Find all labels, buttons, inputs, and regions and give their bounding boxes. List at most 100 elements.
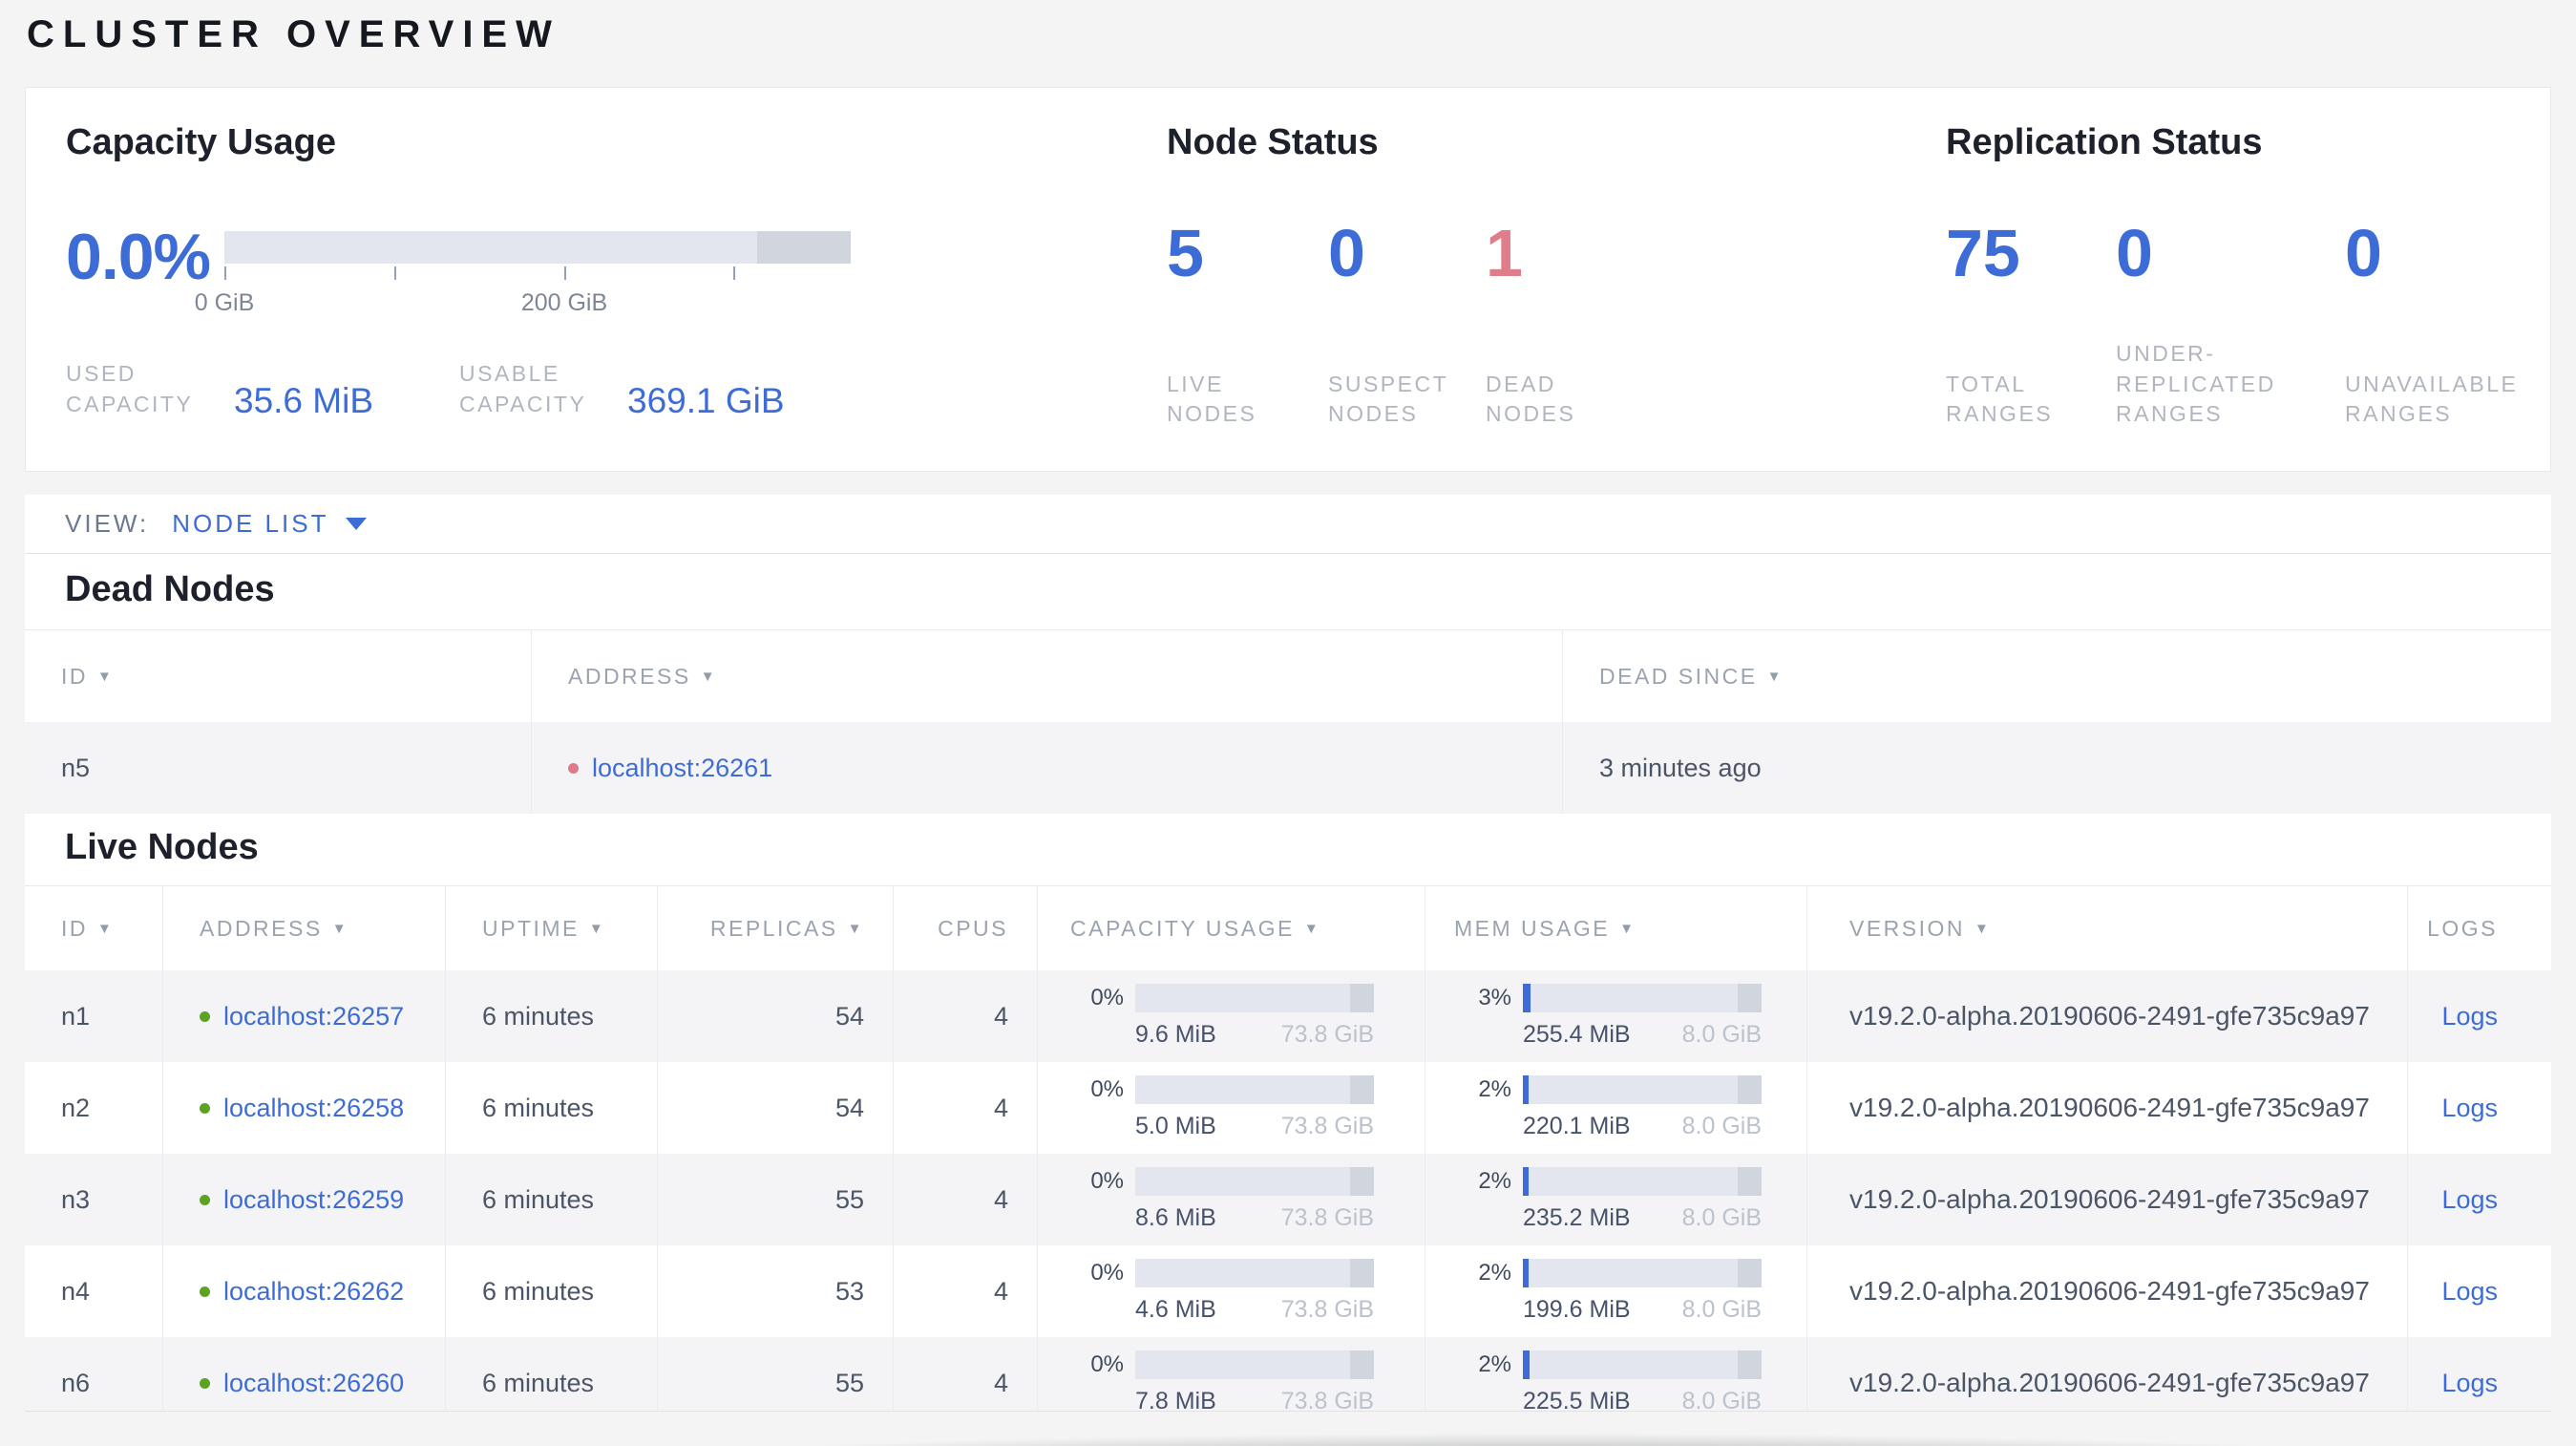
mem-bar-track	[1523, 1167, 1762, 1196]
live-node-row: n1 localhost:26257 6 minutes 54 4 0% 9.6…	[25, 970, 2551, 1062]
view-dropdown[interactable]: NODE LIST	[172, 509, 368, 539]
mem-percent: 2%	[1478, 1260, 1511, 1286]
node-version: v19.2.0-alpha.20190606-2491-gfe735c9a97	[1807, 1337, 2408, 1411]
node-replicas: 54	[658, 1062, 894, 1154]
capacity-percent: 0%	[1090, 1168, 1124, 1194]
live-node-row: n4 localhost:26262 6 minutes 53 4 0% 4.6…	[25, 1245, 2551, 1337]
node-uptime: 6 minutes	[446, 1062, 658, 1154]
column-header-version[interactable]: VERSION ▼	[1807, 886, 2408, 970]
mem-bar-fill	[1523, 1075, 1530, 1104]
unavailable-ranges-count: 0	[2345, 216, 2382, 290]
mem-bar-fill	[1523, 1259, 1530, 1287]
axis-tick	[224, 266, 226, 280]
column-header-id[interactable]: ID ▼	[25, 886, 163, 970]
capacity-bar-track	[1135, 1075, 1374, 1104]
sort-desc-icon: ▼	[97, 668, 115, 685]
node-capacity-usage-cell: 0% 9.6 MiB 73.8 GiB	[1038, 970, 1425, 1062]
axis-tick-label: 0 GiB	[194, 289, 255, 316]
mem-percent: 2%	[1478, 1168, 1511, 1194]
node-version: v19.2.0-alpha.20190606-2491-gfe735c9a97	[1807, 970, 2408, 1062]
logs-link[interactable]: Logs	[2441, 1368, 2498, 1397]
capacity-percent: 0%	[1090, 1076, 1124, 1102]
node-capacity-usage-cell: 0% 8.6 MiB 73.8 GiB	[1038, 1154, 1425, 1245]
sort-desc-icon: ▼	[1974, 920, 1992, 937]
capacity-bar-track	[224, 231, 851, 264]
node-id: n3	[25, 1154, 163, 1245]
dead-status-dot-icon	[568, 762, 579, 774]
column-header-address[interactable]: ADDRESS ▼	[163, 886, 446, 970]
live-status-dot-icon	[200, 1010, 210, 1022]
capacity-stats: USED CAPACITY 35.6 MiB USABLE CAPACITY 3…	[66, 359, 785, 420]
sort-desc-icon: ▼	[1766, 668, 1784, 685]
node-logs-cell: Logs	[2408, 970, 2551, 1062]
node-version: v19.2.0-alpha.20190606-2491-gfe735c9a97	[1807, 1245, 2408, 1337]
axis-tick-label: 200 GiB	[520, 289, 608, 316]
live-nodes-table: ID ▼ ADDRESS ▼ UPTIME ▼ REPLICAS ▼ CPUS	[25, 885, 2551, 1412]
capacity-total-value: 73.8 GiB	[1280, 1388, 1374, 1412]
mem-bar-track	[1523, 1075, 1762, 1104]
node-mem-usage-cell: 2% 220.1 MiB 8.0 GiB	[1425, 1062, 1807, 1154]
node-logs-cell: Logs	[2408, 1062, 2551, 1154]
node-address-cell: localhost:26260	[163, 1337, 446, 1411]
column-header-dead-since[interactable]: DEAD SINCE ▼	[1599, 663, 1784, 689]
live-status-dot-icon	[200, 1102, 210, 1114]
column-header-capacity-usage[interactable]: CAPACITY USAGE ▼	[1038, 886, 1425, 970]
sort-desc-icon: ▼	[331, 920, 349, 937]
node-capacity-usage-cell: 0% 4.6 MiB 73.8 GiB	[1038, 1245, 1425, 1337]
capacity-usage-bar: 0 GiB 200 GiB	[195, 231, 851, 316]
node-id: n4	[25, 1245, 163, 1337]
page-title: CLUSTER OVERVIEW	[27, 13, 560, 55]
dead-nodes-label: DEAD NODES	[1486, 371, 1576, 427]
node-address-cell: localhost:26258	[163, 1062, 446, 1154]
view-dropdown-value[interactable]: NODE LIST	[172, 509, 329, 538]
logs-link[interactable]: Logs	[2441, 1093, 2498, 1122]
capacity-usage-title: Capacity Usage	[66, 122, 337, 162]
view-label: VIEW:	[65, 509, 150, 538]
node-mem-usage-cell: 3% 255.4 MiB 8.0 GiB	[1425, 970, 1807, 1062]
column-header-mem-usage[interactable]: MEM USAGE ▼	[1425, 886, 1807, 970]
live-status-dot-icon	[200, 1286, 210, 1297]
node-replicas: 53	[658, 1245, 894, 1337]
column-header-uptime[interactable]: UPTIME ▼	[446, 886, 658, 970]
node-logs-cell: Logs	[2408, 1245, 2551, 1337]
column-header-id[interactable]: ID ▼	[25, 630, 532, 722]
node-logs-cell: Logs	[2408, 1337, 2551, 1411]
node-status-title: Node Status	[1167, 122, 1379, 162]
logs-link[interactable]: Logs	[2441, 1184, 2498, 1214]
capacity-total-value: 73.8 GiB	[1280, 1021, 1374, 1048]
live-nodes-rows: n1 localhost:26257 6 minutes 54 4 0% 9.6…	[25, 970, 2551, 1412]
node-address-link[interactable]: localhost:26258	[223, 1093, 405, 1122]
node-status-metrics: 5 LIVE NODES 0 SUSPECT NODES 1 DEAD NODE…	[1167, 220, 1610, 430]
node-address-link[interactable]: localhost:26259	[223, 1184, 405, 1214]
capacity-percent: 0%	[1090, 985, 1124, 1010]
mem-bar-fill	[1523, 1350, 1530, 1379]
dead-nodes-metric: 1 DEAD NODES	[1486, 220, 1610, 430]
chevron-down-icon	[346, 518, 368, 530]
capacity-total-value: 73.8 GiB	[1280, 1204, 1374, 1231]
sort-desc-icon: ▼	[700, 668, 718, 685]
live-status-dot-icon	[200, 1377, 210, 1389]
sort-desc-icon: ▼	[588, 920, 606, 937]
column-header-cpus[interactable]: CPUS	[894, 886, 1038, 970]
usable-capacity-stat: USABLE CAPACITY 369.1 GiB	[459, 359, 785, 420]
dead-node-address-link[interactable]: localhost:26261	[592, 753, 773, 782]
suspect-nodes-label: SUSPECT NODES	[1328, 371, 1448, 427]
under-replicated-count: 0	[2116, 216, 2153, 290]
node-address-link[interactable]: localhost:26262	[223, 1276, 405, 1306]
sort-desc-icon: ▼	[1303, 920, 1321, 937]
column-header-address[interactable]: ADDRESS ▼	[532, 630, 1563, 722]
live-node-row: n6 localhost:26260 6 minutes 55 4 0% 7.8…	[25, 1337, 2551, 1412]
dead-node-row: n5 localhost:26261 3 minutes ago	[25, 722, 2551, 814]
node-cpus: 4	[894, 1245, 1038, 1337]
logs-link[interactable]: Logs	[2441, 1001, 2498, 1031]
node-replicas: 55	[658, 1154, 894, 1245]
column-header-replicas[interactable]: REPLICAS ▼	[658, 886, 894, 970]
node-address-link[interactable]: localhost:26257	[223, 1001, 405, 1031]
mem-used-value: 220.1 MiB	[1523, 1113, 1631, 1139]
node-cpus: 4	[894, 970, 1038, 1062]
mem-bar-track	[1523, 1350, 1762, 1379]
node-logs-cell: Logs	[2408, 1154, 2551, 1245]
node-address-link[interactable]: localhost:26260	[223, 1368, 405, 1397]
logs-link[interactable]: Logs	[2441, 1276, 2498, 1306]
